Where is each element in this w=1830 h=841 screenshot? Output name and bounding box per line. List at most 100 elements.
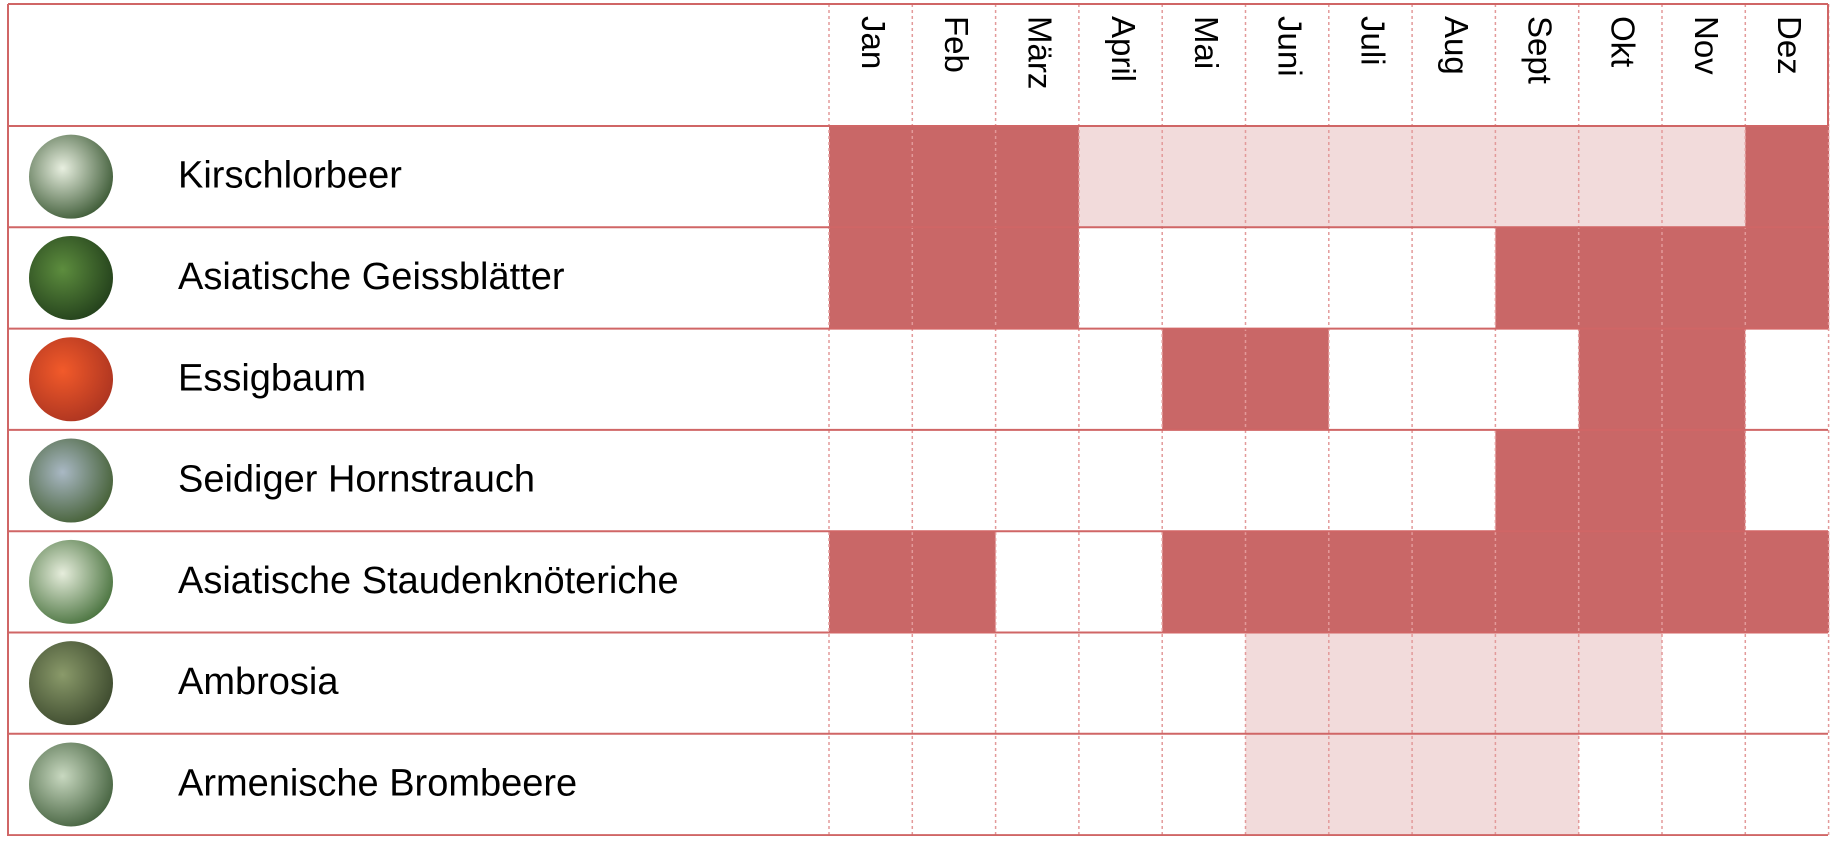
month-cell <box>996 531 1080 632</box>
month-cell <box>1246 329 1330 430</box>
month-cell <box>1162 329 1246 430</box>
month-cell <box>1579 531 1663 632</box>
plant-photo <box>29 236 113 320</box>
plant-name: Ambrosia <box>178 661 339 703</box>
month-cell <box>829 531 913 632</box>
month-label: Sept <box>1521 16 1558 84</box>
month-cell <box>829 734 913 835</box>
plant-name: Seidiger Hornstrauch <box>178 459 535 501</box>
month-cell <box>1495 531 1579 632</box>
month-cell <box>1412 126 1496 227</box>
plant-name: Essigbaum <box>178 357 366 399</box>
plant-photo <box>29 641 113 725</box>
plant-name: Asiatische Staudenknöteriche <box>178 560 679 602</box>
month-cell <box>912 430 996 531</box>
month-cell <box>1079 633 1163 734</box>
month-cell <box>996 126 1080 227</box>
plant-name: Kirschlorbeer <box>178 155 402 197</box>
month-cell <box>1579 633 1663 734</box>
month-cell <box>1329 531 1413 632</box>
month-cell <box>1079 734 1163 835</box>
month-cell <box>1579 430 1663 531</box>
month-cell <box>1495 734 1579 835</box>
month-cell <box>1329 329 1413 430</box>
month-cell <box>829 227 913 328</box>
month-cell <box>996 430 1080 531</box>
month-cell <box>1412 531 1496 632</box>
month-cell <box>1079 126 1163 227</box>
plant-photo <box>29 742 113 826</box>
month-cell <box>912 329 996 430</box>
month-label: Jan <box>855 16 892 69</box>
month-cell <box>1329 430 1413 531</box>
plant-name: Asiatische Geissblätter <box>178 256 565 298</box>
page: {"table": { "months": ["Jan", "Feb", "Mä… <box>0 0 1830 836</box>
month-cell <box>1329 227 1413 328</box>
month-cell <box>1662 126 1746 227</box>
month-cell <box>1329 734 1413 835</box>
month-cell <box>1079 329 1163 430</box>
month-cell <box>1495 633 1579 734</box>
month-cell <box>1162 126 1246 227</box>
month-cell <box>829 329 913 430</box>
month-cell <box>1662 734 1746 835</box>
month-cell <box>1162 430 1246 531</box>
month-cell <box>1745 633 1829 734</box>
month-cell <box>1246 227 1330 328</box>
month-label: Okt <box>1605 16 1642 67</box>
month-cell <box>1412 633 1496 734</box>
month-cell <box>1329 633 1413 734</box>
plant-photo <box>29 439 113 523</box>
month-cell <box>1412 734 1496 835</box>
month-cell <box>1495 329 1579 430</box>
plant-photo <box>29 337 113 421</box>
month-label: Juni <box>1271 16 1308 77</box>
month-cell <box>912 227 996 328</box>
month-cell <box>1745 734 1829 835</box>
month-label: Dez <box>1771 16 1808 75</box>
month-cell <box>1412 227 1496 328</box>
month-cell <box>1329 126 1413 227</box>
month-cell <box>1745 329 1829 430</box>
month-cell <box>1162 633 1246 734</box>
month-cell <box>1079 430 1163 531</box>
month-cell <box>1745 531 1829 632</box>
plant-photo <box>29 135 113 219</box>
month-cell <box>829 126 913 227</box>
month-cell <box>996 227 1080 328</box>
month-cell <box>996 633 1080 734</box>
month-cell <box>912 126 996 227</box>
month-cell <box>912 633 996 734</box>
month-cell <box>1079 227 1163 328</box>
month-label: Juli <box>1355 16 1392 66</box>
month-cell <box>829 430 913 531</box>
month-label: Feb <box>938 16 975 73</box>
month-cell <box>1412 329 1496 430</box>
month-label: April <box>1105 16 1142 82</box>
month-label: Nov <box>1688 16 1725 75</box>
month-cell <box>996 329 1080 430</box>
month-cell <box>912 531 996 632</box>
month-cell <box>1412 430 1496 531</box>
month-cell <box>1579 329 1663 430</box>
month-cell <box>1495 430 1579 531</box>
month-cell <box>1662 633 1746 734</box>
month-cell <box>1162 734 1246 835</box>
month-cell <box>1079 531 1163 632</box>
month-label: Mai <box>1188 16 1225 69</box>
month-cell <box>1246 531 1330 632</box>
month-cell <box>1246 633 1330 734</box>
month-cell <box>1579 734 1663 835</box>
month-cell <box>1579 126 1663 227</box>
month-cell <box>1162 531 1246 632</box>
month-cell <box>1495 126 1579 227</box>
month-cell <box>1745 227 1829 328</box>
month-cell <box>1745 126 1829 227</box>
month-cell <box>1579 227 1663 328</box>
month-cell <box>1495 227 1579 328</box>
month-cell <box>1662 531 1746 632</box>
calendar-table: Kirschlorbeer Asiatische Geissblätter Essi… <box>0 0 1830 836</box>
month-cell <box>1246 126 1330 227</box>
month-cell <box>1662 227 1746 328</box>
month-cell <box>1662 329 1746 430</box>
